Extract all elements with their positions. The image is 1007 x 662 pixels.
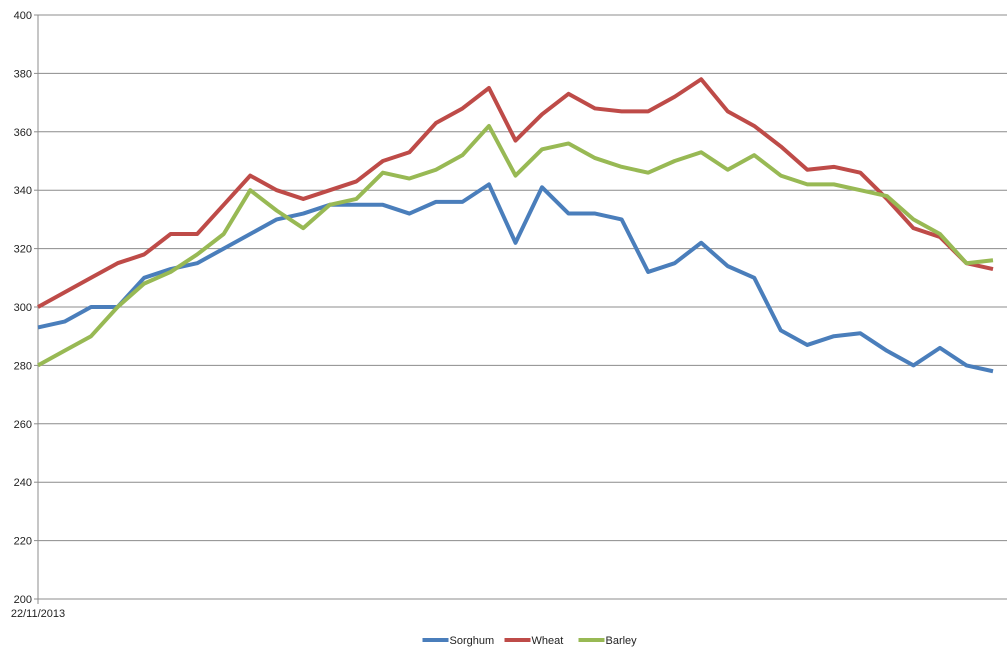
y-tick-label: 260 — [14, 419, 32, 431]
y-tick-label: 340 — [14, 185, 32, 197]
legend-item-wheat: Wheat — [504, 635, 564, 647]
legend: Sorghum Wheat Barley — [422, 635, 638, 647]
series-line — [37, 77, 994, 309]
y-tick-label: 380 — [14, 68, 32, 80]
legend-label: Sorghum — [450, 635, 495, 647]
series-line — [37, 123, 994, 368]
y-tick-label: 320 — [14, 244, 32, 256]
y-tick-label: 200 — [14, 594, 32, 606]
gridlines — [38, 14, 1007, 542]
series-barley — [37, 123, 994, 368]
series-sorghum — [37, 182, 994, 374]
y-axis-ticks: 200 220 240 260 280 300 320 340 360 380 400 — [14, 10, 38, 606]
legend-label: Barley — [606, 635, 638, 647]
legend-item-barley: Barley — [578, 635, 638, 647]
legend-item-sorghum: Sorghum — [422, 635, 495, 647]
y-tick-label: 300 — [14, 302, 32, 314]
legend-label: Wheat — [532, 635, 564, 647]
series-line — [37, 182, 994, 374]
series-lines — [37, 77, 994, 374]
x-tick-label: 22/11/2013 — [11, 608, 65, 620]
y-tick-label: 280 — [14, 360, 32, 372]
y-tick-label: 220 — [14, 536, 32, 548]
series-wheat — [37, 77, 994, 309]
x-axis-ticks: 22/11/2013 — [11, 599, 65, 620]
y-tick-label: 360 — [14, 127, 32, 139]
y-tick-label: 400 — [14, 10, 32, 22]
y-tick-label: 240 — [14, 477, 32, 489]
